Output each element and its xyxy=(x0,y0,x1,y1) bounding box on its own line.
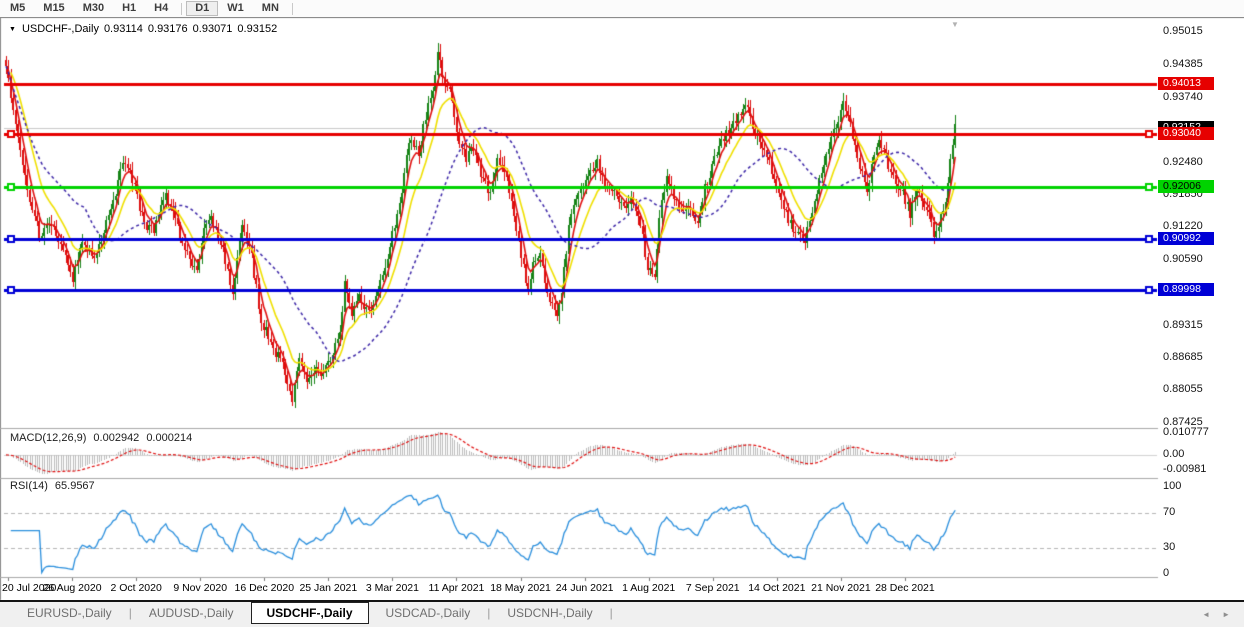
tab-usdcad-daily[interactable]: USDCAD-,Daily xyxy=(385,605,471,620)
chart-title: USDCHF-,Daily xyxy=(21,23,99,35)
rsi-indicator-label: RSI(14) 65.9567 xyxy=(10,480,95,492)
chart-header: ▼ USDCHF-,Daily 0.93114 0.93176 0.93071 … xyxy=(9,23,277,35)
ohlc-close: 0.93152 xyxy=(237,23,278,35)
ohlc-open: 0.93114 xyxy=(103,23,143,35)
timeframe-m15-button[interactable]: M15 xyxy=(43,2,65,14)
tab-separator: | xyxy=(128,605,132,620)
chevron-down-icon[interactable]: ▼ xyxy=(9,25,16,33)
macd-main-value: 0.002942 xyxy=(93,432,140,444)
chart-shift-icon[interactable]: ▼ xyxy=(951,20,959,29)
timeframe-h1-button[interactable]: H1 xyxy=(122,2,137,14)
rsi-value: 65.9567 xyxy=(54,480,95,492)
tab-usdcnh-daily[interactable]: USDCNH-,Daily xyxy=(507,605,593,620)
macd-signal-value: 0.000214 xyxy=(146,432,193,444)
rsi-name: RSI(14) xyxy=(10,480,48,492)
tab-scroll-arrows: ◄ ► xyxy=(1202,610,1230,619)
timeframe-w1-button[interactable]: W1 xyxy=(227,2,244,14)
timeframe-h4-button[interactable]: H4 xyxy=(154,2,169,14)
tab-usdchf-daily[interactable]: USDCHF-,Daily xyxy=(250,602,369,624)
chart-tabs: EURUSD-,Daily | AUDUSD-,Daily USDCHF-,Daily… xyxy=(10,602,613,624)
ohlc-high: 0.93176 xyxy=(147,23,188,35)
toolbar-divider xyxy=(181,2,183,15)
toolbar-divider xyxy=(291,2,293,15)
tab-separator: | xyxy=(487,605,491,620)
timeframe-m5-button[interactable]: M5 xyxy=(10,2,26,14)
macd-name: MACD(12,26,9) xyxy=(10,432,87,444)
ohlc-low: 0.93071 xyxy=(192,23,233,35)
timeframe-mn-button[interactable]: MN xyxy=(261,2,279,14)
tab-eurusd-daily[interactable]: EURUSD-,Daily xyxy=(27,605,112,620)
chart-tabbar: EURUSD-,Daily | AUDUSD-,Daily USDCHF-,Daily… xyxy=(0,600,1244,627)
tab-scroll-left-icon[interactable]: ◄ xyxy=(1202,610,1211,619)
tab-audusd-daily[interactable]: AUDUSD-,Daily xyxy=(148,605,234,620)
timeframe-m30-button[interactable]: M30 xyxy=(82,2,105,14)
tab-separator: | xyxy=(609,605,613,620)
tab-scroll-right-icon[interactable]: ► xyxy=(1222,610,1230,619)
macd-indicator-label: MACD(12,26,9) 0.002942 0.000214 xyxy=(10,432,192,444)
timeframe-toolbar: M5 M15 M30 H1 H4 D1 W1 MN xyxy=(0,0,1244,18)
timeframe-d1-button[interactable]: D1 xyxy=(186,1,219,16)
